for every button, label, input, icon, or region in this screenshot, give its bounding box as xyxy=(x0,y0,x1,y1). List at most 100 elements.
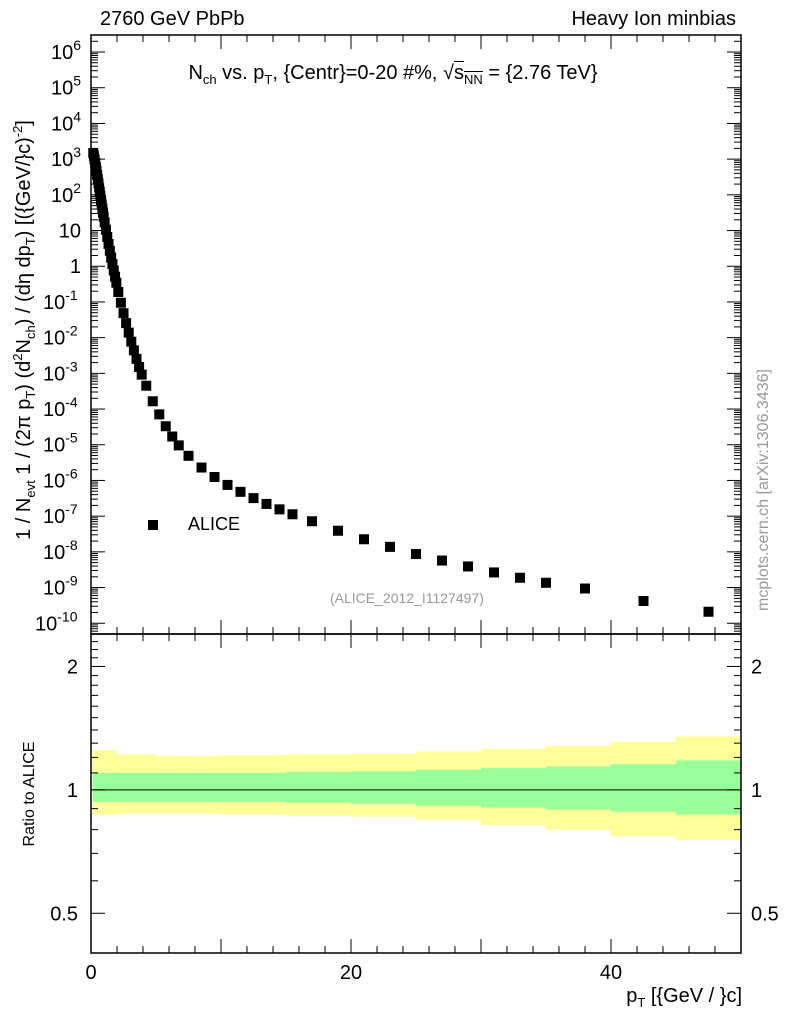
data-point-alice xyxy=(463,561,473,572)
data-point-alice xyxy=(196,462,207,473)
ratio-y-tick-label: 0.5 xyxy=(50,903,78,925)
ylab-e: ) / (dη dp xyxy=(12,245,35,326)
data-point-alice xyxy=(103,238,114,249)
data-point-alice xyxy=(113,286,124,297)
main-y-tick-label: 10-6 xyxy=(43,465,78,492)
main-y-tick-label: 10-3 xyxy=(43,358,78,385)
data-point-alice xyxy=(248,493,259,504)
ratio-band-stat-segment xyxy=(546,766,611,810)
x-tick-label: 20 xyxy=(340,962,362,984)
xlab-p: p xyxy=(626,985,638,1007)
data-point-alice xyxy=(131,353,142,364)
main-y-tick-label: 10-2 xyxy=(43,323,78,350)
main-y-tick-label: 10-7 xyxy=(43,501,78,528)
data-point-alice xyxy=(102,231,113,242)
title-vs: vs. p xyxy=(216,62,265,84)
title-energy: = {2.76 TeV} xyxy=(482,62,598,84)
data-point-alice xyxy=(115,297,126,308)
data-point-alice xyxy=(359,534,369,545)
data-point-alice xyxy=(489,567,499,578)
data-point-alice xyxy=(123,327,134,338)
main-y-axis-label: 1 / Nevt 1 / (2π pT) (d2Nch) / (dη dpT) … xyxy=(10,120,38,540)
xlab-sub: T xyxy=(637,995,646,1010)
header-left-label: 2760 GeV PbPb xyxy=(100,8,245,30)
title-n-sub: ch xyxy=(202,72,217,87)
ylab-f-sup: -2 xyxy=(10,125,26,138)
data-point-alice xyxy=(118,308,129,319)
data-point-alice xyxy=(147,396,158,407)
title-s: s xyxy=(454,61,465,84)
ratio-band-stat-segment xyxy=(117,772,156,802)
data-point-alice xyxy=(411,549,421,560)
main-y-tick-label: 10-10 xyxy=(35,608,78,635)
data-point-alice xyxy=(274,504,285,515)
data-point-alice xyxy=(111,277,122,288)
data-point-alice xyxy=(134,361,145,372)
ylab-g: ] xyxy=(12,120,35,126)
ylab-d: N xyxy=(12,339,35,354)
main-y-tick-label: 102 xyxy=(51,180,81,207)
data-point-alice xyxy=(154,409,165,420)
main-y-tick-label: 10-9 xyxy=(43,573,78,600)
data-point-alice xyxy=(167,431,178,442)
ratio-y-tick-label: 2 xyxy=(67,656,78,678)
ratio-plot-frame xyxy=(90,633,742,954)
data-point-alice xyxy=(287,509,298,520)
data-point-alice xyxy=(128,345,139,356)
x-tick-label: 40 xyxy=(600,962,622,984)
legend-label-alice: ALICE xyxy=(188,514,241,534)
ratio-band-stat-segment xyxy=(416,769,481,806)
x-axis-label: pT [{GeV / }c] xyxy=(626,985,742,1010)
header-right-label: Heavy Ion minbias xyxy=(571,8,736,30)
title-centr: , {Centr}=0-20 #%, xyxy=(272,62,444,84)
x-tick-label: 0 xyxy=(85,962,96,984)
main-y-tick-label: 104 xyxy=(51,108,81,135)
legend-marker-alice xyxy=(148,520,158,530)
main-y-tick-label: 10-1 xyxy=(43,287,78,314)
title-n: N xyxy=(188,62,203,84)
data-point-alice xyxy=(222,479,233,490)
main-y-tick-label: 10 xyxy=(59,221,81,243)
plot-title: Nch vs. pT, {Centr}=0-20 #%, √sNN = {2.7… xyxy=(0,61,786,87)
data-point-alice xyxy=(261,498,272,509)
ratio-y-tick-label: 1 xyxy=(67,780,78,802)
ratio-band-stat-segment xyxy=(221,772,286,802)
data-point-alice xyxy=(108,265,119,276)
data-point-alice xyxy=(100,224,111,235)
data-point-alice xyxy=(99,217,110,228)
data-point-alice xyxy=(235,486,246,497)
title-pt-sub: T xyxy=(264,72,273,87)
ylab-b: 1 / (2π p xyxy=(12,398,35,481)
data-point-alice xyxy=(160,421,171,432)
ratio-band-stat-segment xyxy=(611,764,676,812)
main-y-tick-label: 103 xyxy=(51,144,81,171)
ratio-band-stat-segment xyxy=(286,772,351,803)
analysis-id-label: (ALICE_2012_I1127497) xyxy=(330,590,484,606)
data-point-alice xyxy=(136,369,147,380)
ratio-y-tick-label-right: 0.5 xyxy=(751,903,779,925)
data-point-alice xyxy=(333,525,343,536)
data-point-alice xyxy=(107,259,118,270)
data-point-alice xyxy=(110,271,121,282)
ratio-band-stat-segment xyxy=(156,772,221,802)
data-point-alice xyxy=(183,450,194,461)
data-point-alice xyxy=(638,596,649,607)
ratio-y-tick-label-right: 1 xyxy=(751,780,762,802)
ylab-b-sub: T xyxy=(22,390,38,399)
ylab-c: ) (d xyxy=(12,360,35,391)
main-plot-frame xyxy=(90,34,742,635)
xlab-rest: [{GeV / }c] xyxy=(645,985,742,1007)
data-point-alice xyxy=(121,318,132,329)
data-point-alice xyxy=(580,583,590,594)
ylab-d-sub: ch xyxy=(22,325,38,340)
data-point-alice xyxy=(437,555,447,566)
ratio-y-axis-label: Ratio to ALICE xyxy=(21,741,38,847)
title-s-sub: NN xyxy=(464,71,483,87)
ratio-band-stat-segment xyxy=(676,760,741,815)
data-point-alice xyxy=(104,245,115,256)
data-point-alice xyxy=(703,606,714,617)
main-y-tick-label: 10-4 xyxy=(43,394,78,421)
ratio-band-stat-segment xyxy=(351,771,416,804)
ratio-band-stat-segment xyxy=(481,768,546,808)
